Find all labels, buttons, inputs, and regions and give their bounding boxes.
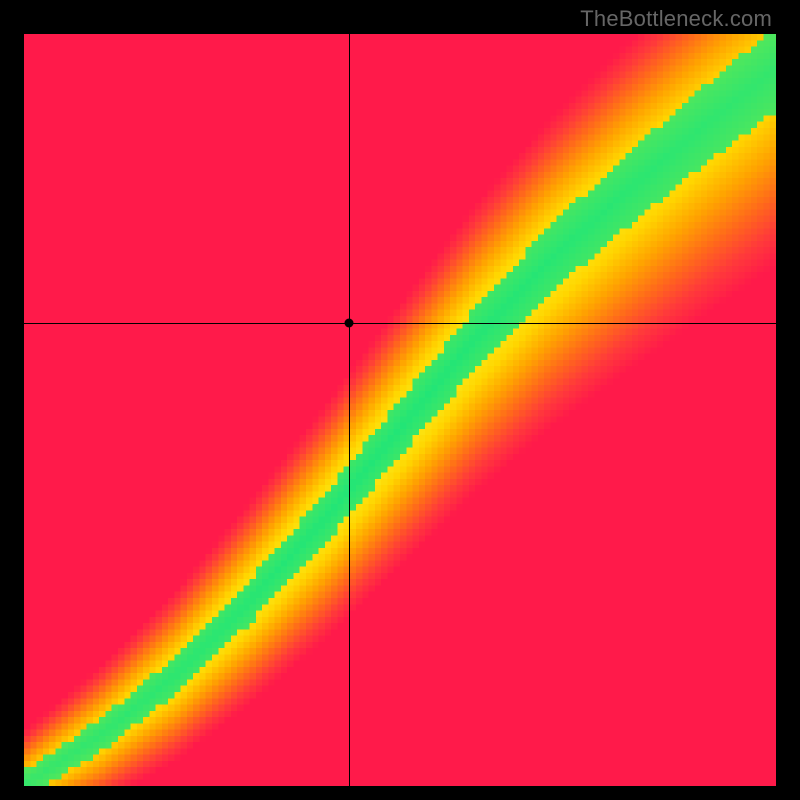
bottleneck-heatmap [24, 34, 776, 786]
heatmap-canvas [24, 34, 776, 786]
attribution-text: TheBottleneck.com [580, 6, 772, 32]
selection-marker [344, 318, 353, 327]
crosshair-horizontal [24, 323, 776, 324]
crosshair-vertical [349, 34, 350, 786]
